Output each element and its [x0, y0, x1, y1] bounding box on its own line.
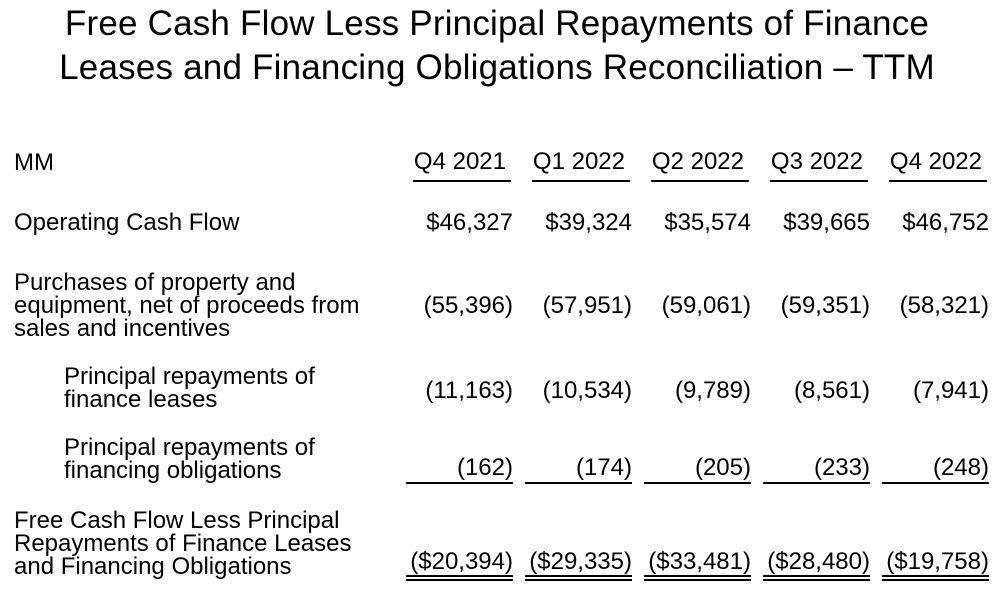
- column-header-label: Q2 2022: [650, 148, 749, 182]
- column-header-label: Q4 2022: [888, 148, 987, 182]
- value-cell: (11,163): [394, 340, 513, 411]
- unit-label: MM: [14, 149, 54, 176]
- cell-value: $46,327: [426, 209, 513, 236]
- reconciliation-table: MM Q4 2021 Q1 2022 Q2 2022 Q3 2022 Q4 20…: [14, 139, 989, 581]
- cell-value-single-underline: (162): [406, 456, 513, 484]
- cell-value: (7,941): [912, 377, 989, 404]
- cell-value: (10,534): [542, 377, 632, 404]
- cell-value-double-underline: ($20,394): [406, 550, 513, 581]
- cell-value-single-underline: (174): [525, 456, 632, 484]
- cell-value-double-underline: ($33,481): [644, 550, 751, 581]
- table-row-purchases-of-property-and-equipment: Purchases of property and equipment, net…: [14, 234, 989, 342]
- value-cell: (8,561): [751, 340, 870, 411]
- cell-value: (59,061): [661, 292, 751, 319]
- value-cell: (7,941): [870, 340, 989, 411]
- column-header-q2-2022: Q2 2022: [632, 139, 751, 182]
- cell-value: (9,789): [674, 377, 751, 404]
- cell-value-single-underline: (233): [763, 456, 870, 484]
- value-cell: ($20,394): [394, 484, 513, 581]
- column-header-label: Q3 2022: [769, 148, 868, 182]
- value-cell: (162): [394, 411, 513, 484]
- cell-value-single-underline: (248): [882, 456, 989, 484]
- value-cell: (9,789): [632, 340, 751, 411]
- column-header-label: Q1 2022: [531, 148, 630, 182]
- value-cell: (59,061): [632, 234, 751, 340]
- table-row-operating-cash-flow: Operating Cash Flow $46,327 $39,324 $35,…: [14, 182, 989, 236]
- value-cell: (58,321): [870, 234, 989, 340]
- column-header-q1-2022: Q1 2022: [513, 139, 632, 182]
- cell-value-single-underline: (205): [644, 456, 751, 484]
- page-title: Free Cash Flow Less Principal Repayments…: [59, 4, 935, 87]
- value-cell: (205): [632, 411, 751, 484]
- row-label: Purchases of property and equipment, net…: [14, 269, 360, 342]
- row-label: Principal repayments of financing obliga…: [64, 434, 315, 484]
- cell-value: $39,324: [545, 209, 632, 236]
- value-cell: ($28,480): [751, 484, 870, 581]
- value-cell: $46,327: [394, 182, 513, 236]
- value-cell: (55,396): [394, 234, 513, 340]
- column-header-q3-2022: Q3 2022: [751, 139, 870, 182]
- row-label: Principal repayments of finance leases: [64, 363, 315, 413]
- table-row-principal-repayments-finance-leases: Principal repayments of finance leases (…: [14, 340, 989, 413]
- cell-value: (59,351): [780, 292, 870, 319]
- cell-value: $46,752: [902, 209, 989, 236]
- cell-value: (8,561): [793, 377, 870, 404]
- value-cell: $35,574: [632, 182, 751, 236]
- table-header-row: MM Q4 2021 Q1 2022 Q2 2022 Q3 2022 Q4 20…: [14, 139, 989, 182]
- value-cell: (233): [751, 411, 870, 484]
- column-header-q4-2021: Q4 2021: [394, 139, 513, 182]
- value-cell: (59,351): [751, 234, 870, 340]
- cell-value: (57,951): [542, 292, 632, 319]
- row-label: Operating Cash Flow: [14, 209, 240, 236]
- table-row-free-cash-flow-total: Free Cash Flow Less Principal Repayments…: [14, 484, 989, 581]
- value-cell: $46,752: [870, 182, 989, 236]
- value-cell: (248): [870, 411, 989, 484]
- cell-value-double-underline: ($29,335): [525, 550, 632, 581]
- cell-value: (58,321): [899, 292, 989, 319]
- value-cell: ($33,481): [632, 484, 751, 581]
- cell-value: $35,574: [664, 209, 751, 236]
- cell-value: (55,396): [423, 292, 513, 319]
- value-cell: $39,665: [751, 182, 870, 236]
- column-header-q4-2022: Q4 2022: [870, 139, 989, 182]
- value-cell: (57,951): [513, 234, 632, 340]
- row-label: Free Cash Flow Less Principal Repayments…: [14, 507, 352, 580]
- value-cell: $39,324: [513, 182, 632, 236]
- column-header-label: Q4 2021: [412, 148, 511, 182]
- table-row-principal-repayments-financing-obligations: Principal repayments of financing obliga…: [14, 411, 989, 484]
- cell-value: (11,163): [425, 377, 513, 404]
- cell-value-double-underline: ($28,480): [763, 550, 870, 581]
- value-cell: ($29,335): [513, 484, 632, 581]
- value-cell: (174): [513, 411, 632, 484]
- cell-value: $39,665: [783, 209, 870, 236]
- value-cell: (10,534): [513, 340, 632, 411]
- cell-value-double-underline: ($19,758): [882, 550, 989, 581]
- value-cell: ($19,758): [870, 484, 989, 581]
